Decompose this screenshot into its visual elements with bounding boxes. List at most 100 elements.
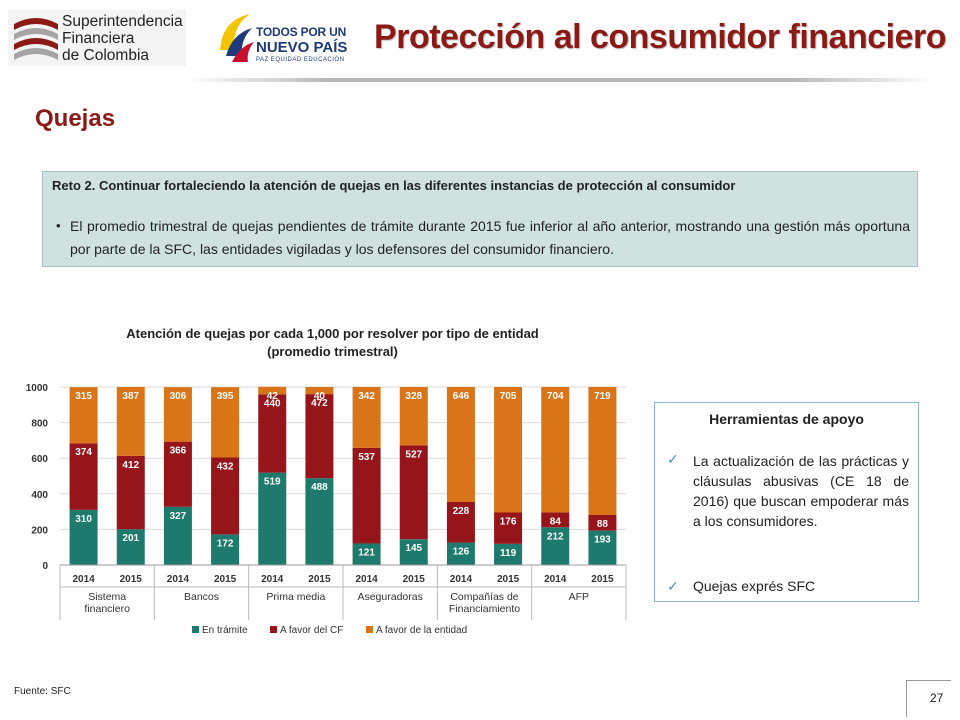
data-label: 705 [500,391,517,402]
bar-segment [69,443,98,510]
header-divider [186,78,936,82]
bar-segment [399,445,428,540]
bar-segment [258,394,287,473]
x-tick-label: 2015 [214,574,237,585]
legend-swatch [366,626,373,633]
data-label: 145 [405,543,422,554]
chart-title-line2: (promedio trimestral) [267,344,398,359]
x-tick-label: 2015 [403,574,426,585]
data-label: 228 [453,506,470,517]
reto-box: Reto 2. Continuar fortaleciendo la atenc… [42,171,918,267]
gov-slogan-line1: TODOS POR UN [256,25,347,39]
bar-segment [588,530,617,565]
x-tick-label: 2014 [72,574,95,585]
chart-title: Atención de quejas por cada 1,000 por re… [40,325,625,361]
y-tick-label: 400 [31,490,48,501]
bar-segment [116,387,145,456]
data-label: 327 [170,511,187,522]
bar-segment [494,387,523,513]
bar-segment [588,387,617,515]
group-label: financiero [84,603,130,615]
bar-segment [446,387,475,502]
data-label: 472 [311,398,328,409]
bar-segment [494,543,523,565]
bar-segment [541,387,570,513]
bar-segment [211,387,240,458]
bar-segment [305,394,334,479]
legend-label: A favor de la entidad [376,625,467,636]
bar-segment [588,514,617,531]
data-label: 488 [311,482,328,493]
group-label: Compañías de [450,591,518,603]
legend-label: A favor del CF [280,625,343,636]
data-label: 84 [550,516,562,527]
x-tick-label: 2014 [261,574,284,585]
bar-segment [163,506,192,565]
y-tick-label: 0 [42,561,48,572]
stacked-bar-chart: 0 200 400 600 800 1000 310 374 315 2014 201 412 387 2… [26,383,627,636]
data-label: 201 [122,533,139,544]
bar-segment [116,455,145,530]
data-label: 432 [217,461,234,472]
data-label: 395 [217,391,234,402]
reto-title: Reto 2. Continuar fortaleciendo la atenc… [52,178,736,193]
bar-segment [446,542,475,565]
sfc-logo [8,10,186,66]
data-label: 126 [453,547,470,558]
bar-segment [305,387,334,395]
page-number-box [906,680,951,717]
bar-segment [258,386,287,395]
gov-slogan-line2: NUEVO PAÍS [256,39,348,56]
x-tick-label: 2014 [544,574,567,585]
bar-segment [541,527,570,565]
bar-segment [163,387,192,442]
x-tick-label: 2015 [497,574,520,585]
legend-swatch [270,626,277,633]
bar-segment [494,512,523,544]
bar-segment [352,387,381,448]
x-tick-label: 2015 [591,574,614,585]
checkmark-icon: ✓ [667,578,679,594]
data-label: 366 [170,446,187,457]
bar-segment [446,501,475,543]
group-label: Bancos [184,591,219,603]
data-label: 176 [500,516,517,527]
page-number: 27 [930,691,944,705]
data-label: 646 [453,391,470,402]
tools-title: Herramientas de apoyo [709,411,864,427]
bar-segment [352,447,381,544]
chart-title-line1: Atención de quejas por cada 1,000 por re… [126,326,539,341]
tools-item-2: Quejas exprés SFC [693,578,816,594]
data-label: 42 [267,391,279,402]
gov-slogan-line3: PAZ EQUIDAD EDUCACIÓN [256,57,345,63]
data-label: 193 [594,535,611,546]
data-label: 306 [170,391,187,402]
group-label: Financiamiento [449,603,520,615]
reto-text: El promedio trimestral de quejas pendien… [70,218,910,257]
tools-box: Herramientas de apoyo ✓ La actualización… [654,402,919,602]
bar-segment [211,457,240,535]
data-label: 519 [264,477,281,488]
bar-segment [352,543,381,565]
legend-swatch [192,626,199,633]
data-label: 537 [358,452,375,463]
data-label: 88 [597,519,609,530]
data-label: 342 [358,391,375,402]
group-label: Aseguradoras [357,591,422,603]
data-label: 719 [594,391,611,402]
x-tick-label: 2014 [355,574,378,585]
group-label: Sistema [88,591,126,603]
data-label: 40 [314,391,326,402]
data-label: 212 [547,531,564,542]
bar-segment [69,509,98,565]
bar-segment [305,478,334,565]
data-label: 704 [547,391,564,402]
checkmark-icon: ✓ [667,451,679,467]
y-tick-label: 200 [31,525,48,536]
bar-segment [163,441,192,507]
bar-segment [258,472,287,565]
legend-label: En trámite [202,625,248,636]
x-tick-label: 2015 [308,574,331,585]
bar-segment [211,534,240,565]
bar-segment [399,387,428,446]
